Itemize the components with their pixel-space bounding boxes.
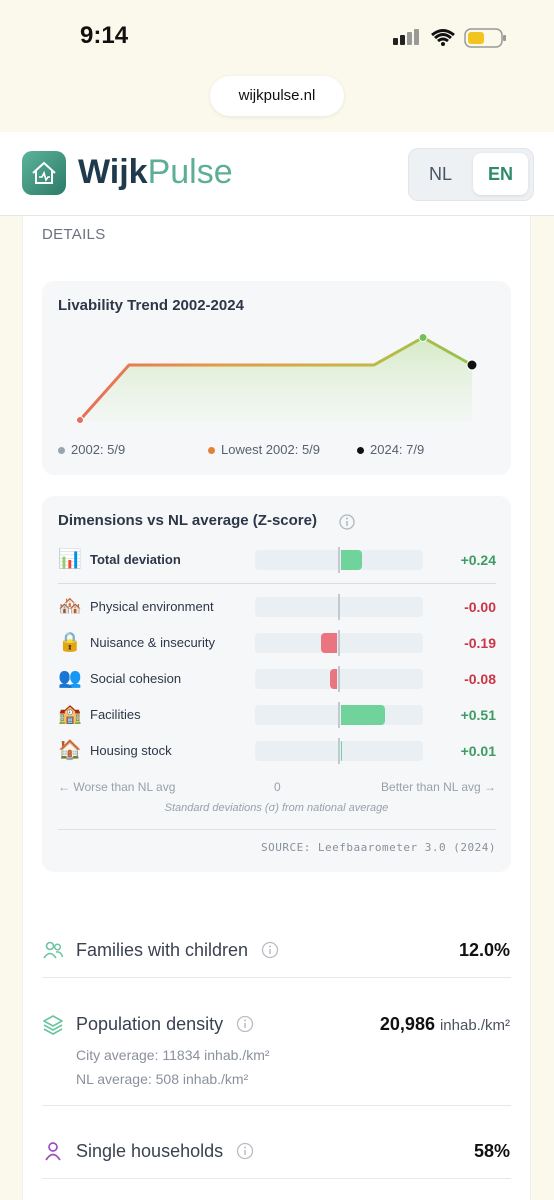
stat-value: 20,986 inhab./km² [380, 1012, 510, 1038]
bar [330, 669, 337, 689]
stat-row: Population density [76, 1012, 254, 1036]
legend-dot [357, 447, 364, 454]
info-icon[interactable] [338, 513, 356, 531]
info-icon[interactable] [236, 1015, 254, 1033]
dimension-icon: 🔒 [58, 632, 82, 653]
stat-icon [42, 1013, 64, 1035]
language-button[interactable]: EN [473, 153, 528, 195]
dimension-icon: 🏠 [58, 740, 82, 761]
section-heading: DETAILS [42, 226, 106, 243]
worse-caption: ← Worse than NL avg [58, 780, 176, 794]
bar [341, 705, 385, 725]
trend-line [78, 336, 473, 421]
trend-point [418, 333, 428, 342]
zero-line [338, 547, 340, 573]
dimension-label: Housing stock [90, 743, 172, 758]
bar [341, 550, 362, 570]
dimension-value: -0.19 [464, 635, 496, 651]
stat-label: Population density [76, 1014, 224, 1034]
stat-detail: City average: 11834 inhab./km² [76, 1047, 270, 1063]
stat-row: Families with children [76, 938, 279, 962]
better-caption: Better than NL avg → [381, 780, 496, 794]
bar [341, 741, 342, 761]
zero-caption: 0 [274, 780, 281, 794]
stat-value: 12.0% [459, 938, 510, 964]
trend-point [466, 359, 478, 371]
status-icons [393, 28, 506, 48]
note: Standard deviations (σ) from national av… [164, 802, 389, 814]
stat-label: Families with children [76, 940, 249, 960]
legend-label: 2024: 7/9 [370, 442, 425, 457]
trend-title: Livability Trend 2002-2024 [58, 297, 244, 314]
legend-label: Lowest 2002: 5/9 [221, 442, 321, 457]
dimension-value: +0.51 [460, 707, 496, 723]
logo-text[interactable]: WijkPulse [78, 150, 233, 194]
stat-value: 58% [474, 1139, 510, 1165]
legend-dot [58, 447, 65, 454]
stat-icon [42, 939, 64, 961]
divider [42, 1178, 511, 1179]
logo-first: Wijk [78, 153, 148, 191]
stat-number: 58% [473, 1141, 510, 1161]
dimension-icon: 👥 [58, 668, 82, 689]
dimension-icon: 🏘️ [58, 596, 82, 617]
clock: 9:14 [80, 22, 129, 49]
bar [320, 633, 337, 653]
zero-line [338, 630, 340, 656]
legend-dot [208, 447, 215, 454]
dimension-value: -0.00 [464, 599, 496, 615]
stat-icon [42, 1140, 64, 1162]
divider [58, 583, 496, 584]
stat-number: 20,986 [379, 1014, 435, 1034]
stat-number: 12.0% [458, 940, 510, 960]
zero-line [338, 666, 340, 692]
logo-glyph [32, 161, 56, 184]
url-bar[interactable]: wijkpulse.nl [210, 76, 344, 116]
dimension-label: Facilities [90, 707, 141, 722]
zero-line [338, 702, 340, 728]
dimension-label: Physical environment [90, 599, 214, 614]
dimension-icon: 📊 [58, 549, 82, 570]
zero-line [338, 738, 340, 764]
dimension-value: -0.08 [464, 671, 496, 687]
divider [58, 829, 496, 830]
dimension-value: +0.24 [460, 552, 496, 568]
legend-label: 2002: 5/9 [71, 442, 126, 457]
info-icon[interactable] [261, 941, 279, 959]
dimension-label: Total deviation [90, 552, 181, 567]
dimension-icon: 🏫 [58, 704, 82, 725]
dimension-label: Nuisance & insecurity [90, 635, 215, 650]
trend-chart [76, 333, 478, 424]
dimension-value: +0.01 [460, 743, 496, 759]
info-icon[interactable] [236, 1142, 254, 1160]
logo-second: Pulse [147, 153, 233, 191]
language-toggle: NL EN [408, 148, 534, 201]
trend-area [80, 337, 472, 421]
dimensions-title: Dimensions vs NL average (Z-score) [58, 512, 317, 529]
stat-detail: NL average: 508 inhab./km² [76, 1071, 249, 1087]
divider [42, 977, 511, 978]
trend-point [76, 416, 84, 424]
zero-line [338, 594, 340, 620]
dimension-label: Social cohesion [90, 671, 182, 686]
divider [42, 1105, 511, 1106]
logo-icon[interactable] [22, 151, 66, 195]
stat-label: Single households [76, 1141, 224, 1161]
source: SOURCE: Leefbaarometer 3.0 (2024) [260, 841, 496, 854]
stat-unit: inhab./km² [439, 1017, 510, 1034]
stat-row: Single households [76, 1139, 254, 1163]
language-button[interactable]: NL [428, 164, 452, 184]
